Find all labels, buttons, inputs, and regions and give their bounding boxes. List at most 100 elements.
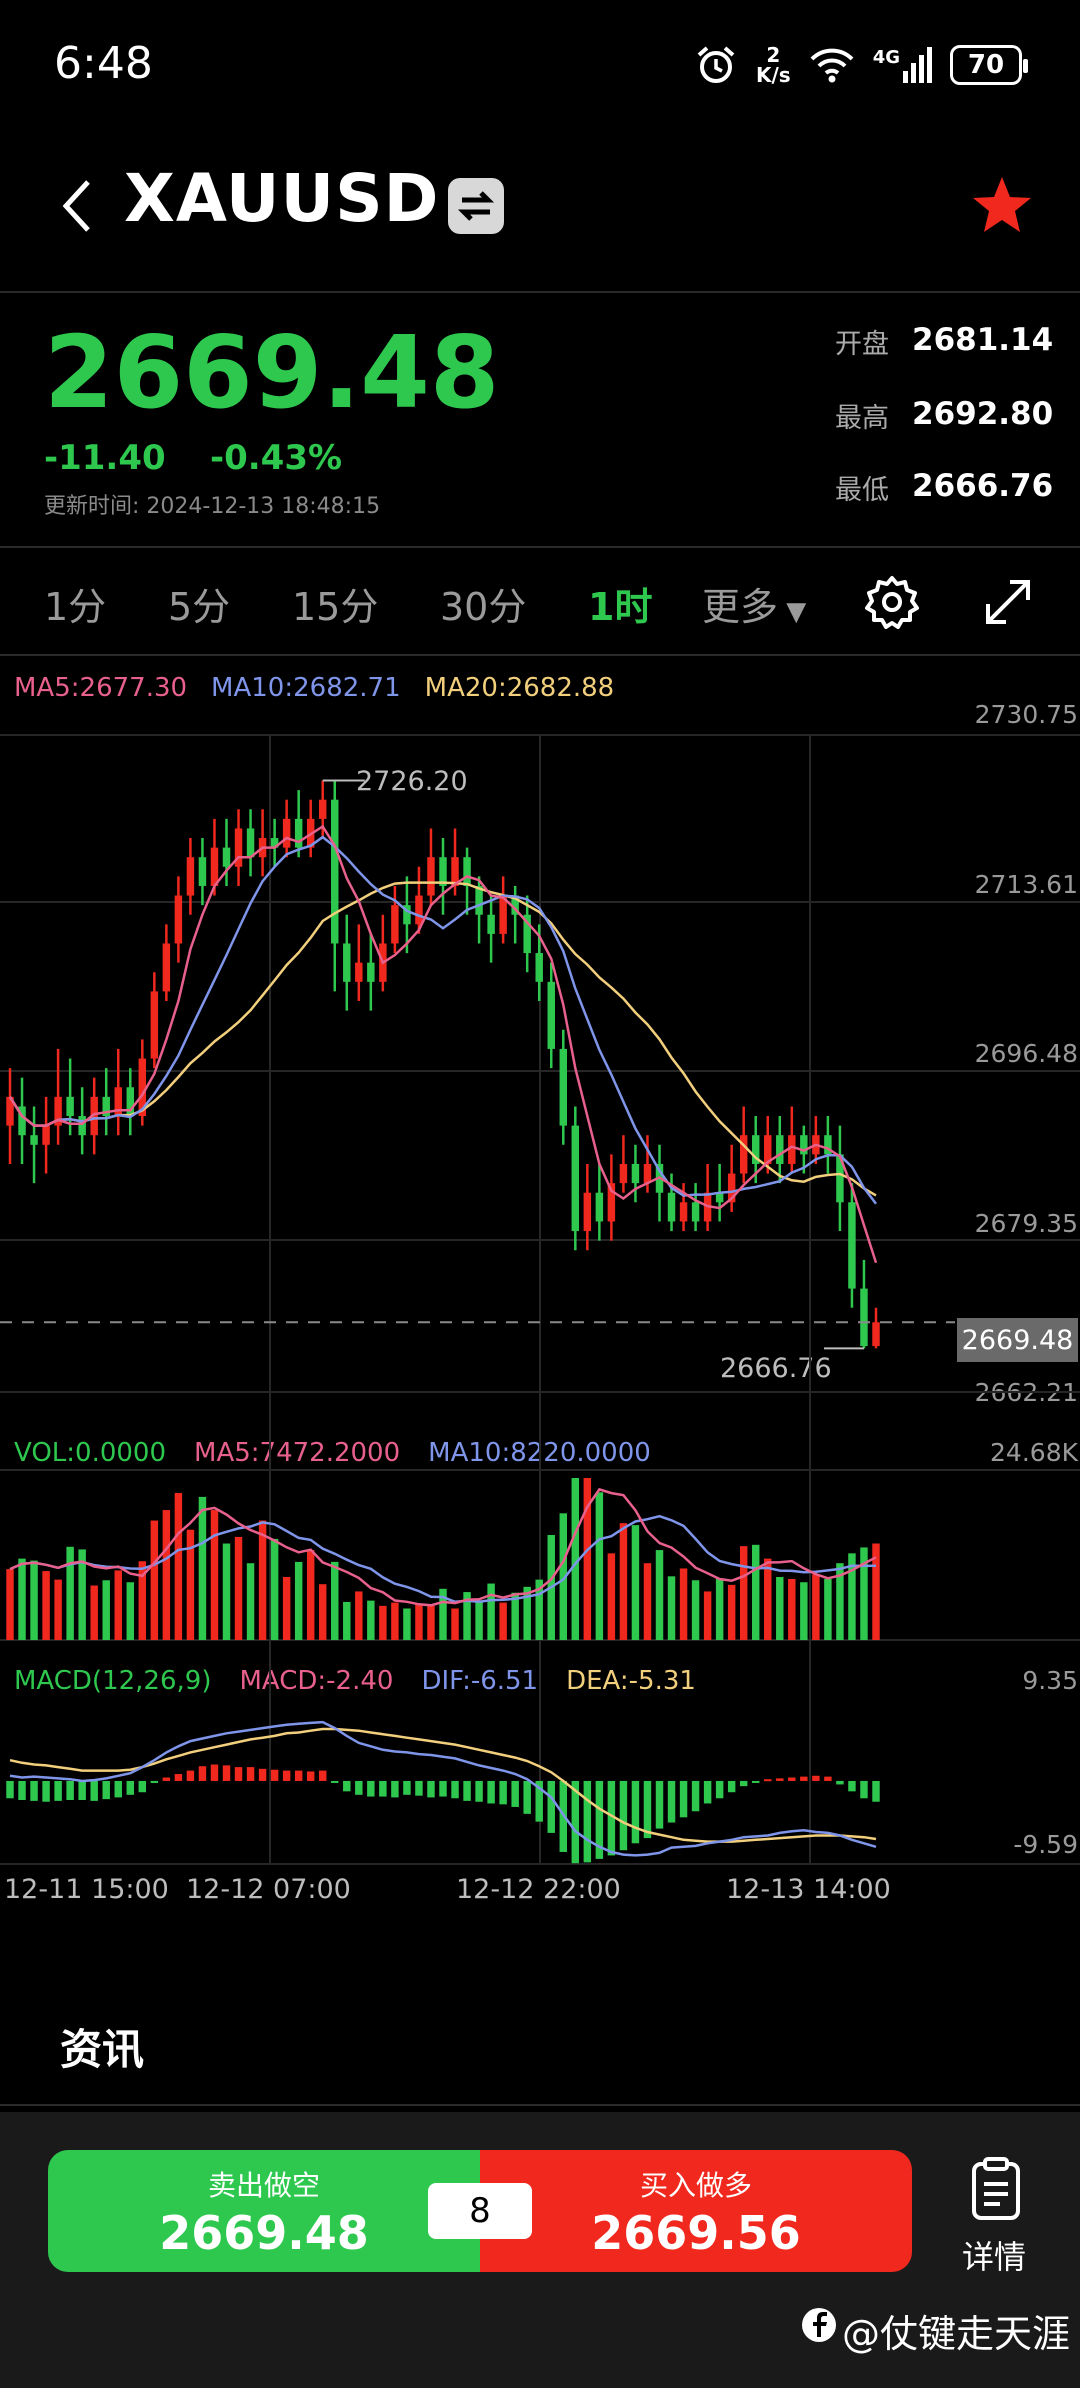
- candle-body: [872, 1322, 880, 1347]
- volume-ma5-line: [9, 1487, 877, 1607]
- candle-body: [30, 1135, 38, 1145]
- volume-bar: [619, 1523, 628, 1640]
- candle-body: [583, 1192, 592, 1232]
- macd-bar: [126, 1780, 135, 1795]
- macd-bar: [270, 1769, 279, 1781]
- candle-body: [667, 1192, 676, 1222]
- candle-body: [186, 857, 195, 896]
- volume-bar: [42, 1571, 50, 1640]
- price-change-percent: -0.43%: [210, 438, 343, 478]
- macd-bar: [318, 1770, 327, 1781]
- candle-body: [499, 895, 507, 934]
- candle-body: [6, 1096, 14, 1126]
- price-change: -11.40: [44, 438, 166, 478]
- status-icons: 2 K/s 4G 70: [694, 40, 1028, 90]
- settings-gear-icon[interactable]: [864, 574, 920, 630]
- price-chart[interactable]: [0, 0, 1080, 1880]
- macd-axis-label: -9.59: [1013, 1830, 1078, 1859]
- macd-bar: [860, 1780, 868, 1799]
- volume-bar: [391, 1602, 399, 1640]
- candle-body: [848, 1202, 856, 1289]
- tab-1min[interactable]: 1分: [44, 585, 107, 629]
- macd-bar: [439, 1780, 447, 1797]
- macd-bar: [234, 1767, 243, 1781]
- macd-bar: [102, 1780, 110, 1800]
- macd-bar: [812, 1775, 820, 1781]
- candle-body: [42, 1125, 50, 1145]
- favorite-star-icon[interactable]: [970, 174, 1034, 238]
- open-value: 2681.14: [912, 322, 1054, 358]
- price-axis-label: 2713.61: [974, 870, 1078, 899]
- volume-bar: [451, 1608, 459, 1640]
- macd-bar: [42, 1780, 50, 1802]
- volume-bar: [270, 1538, 279, 1640]
- divider: [0, 654, 1080, 656]
- candle-body: [764, 1135, 772, 1164]
- volume-bar: [511, 1592, 519, 1640]
- macd-bar: [667, 1780, 676, 1823]
- volume-bar: [751, 1544, 760, 1640]
- candle-body: [631, 1163, 640, 1184]
- switch-symbol-icon[interactable]: [446, 176, 506, 236]
- volume-bar: [487, 1583, 495, 1640]
- volume-bar: [583, 1478, 592, 1640]
- macd-bar: [90, 1780, 98, 1801]
- tab-1hour[interactable]: 1时: [588, 585, 653, 629]
- sell-short-button[interactable]: 卖出做空 2669.48: [48, 2150, 480, 2272]
- volume-bar: [800, 1582, 808, 1640]
- macd-bar: [751, 1780, 760, 1783]
- details-label[interactable]: 详情: [962, 2238, 1027, 2276]
- ma20-line: [8, 881, 877, 1197]
- details-clipboard-icon[interactable]: [970, 2156, 1022, 2222]
- buy-long-button[interactable]: 买入做多 2669.56: [480, 2150, 912, 2272]
- fullscreen-expand-icon[interactable]: [980, 574, 1036, 630]
- candle-body: [367, 962, 375, 982]
- volume-bar: [788, 1578, 796, 1640]
- macd-bar: [343, 1780, 351, 1792]
- volume-bar: [691, 1580, 700, 1640]
- vol-legend: VOL:0.0000: [14, 1438, 167, 1468]
- macd-params-legend: MACD(12,26,9): [14, 1666, 212, 1696]
- macd-bar: [824, 1776, 832, 1781]
- volume-bar: [222, 1543, 231, 1640]
- volume-bar: [475, 1601, 483, 1640]
- tab-more[interactable]: 更多 ▼: [702, 585, 807, 629]
- ma5-line: [8, 824, 878, 1264]
- candle-body: [427, 857, 435, 896]
- high-value: 2692.80: [912, 396, 1054, 432]
- back-icon[interactable]: [56, 176, 96, 236]
- macd-bar: [367, 1780, 375, 1797]
- candle-body: [751, 1135, 760, 1164]
- candle-body: [126, 1087, 135, 1117]
- cell-signal-icon: 4G: [873, 47, 932, 83]
- high-marker-label: 2726.20: [356, 766, 468, 797]
- candle-body: [222, 847, 231, 867]
- macd-bar: [415, 1780, 423, 1796]
- low-label: 最低: [835, 475, 889, 506]
- macd-bar: [78, 1780, 86, 1801]
- macd-legend: MACD(12,26,9) MACD:-2.40 DIF:-6.51 DEA:-…: [14, 1666, 696, 1696]
- macd-bar: [487, 1780, 495, 1804]
- volume-bar: [643, 1563, 652, 1640]
- sell-label: 卖出做空: [207, 2169, 320, 2202]
- macd-bar: [607, 1780, 616, 1856]
- candle-body: [415, 895, 423, 925]
- macd-bar: [727, 1780, 736, 1793]
- macd-bar: [872, 1780, 880, 1802]
- candle-body: [776, 1135, 784, 1164]
- tab-5min[interactable]: 5分: [168, 585, 231, 629]
- news-section-title[interactable]: 资讯: [60, 2025, 145, 2074]
- candle-body: [78, 1116, 86, 1136]
- volume-bar: [812, 1574, 820, 1640]
- volume-bar: [210, 1510, 219, 1640]
- time-axis-label: 12-12 22:00: [456, 1874, 621, 1905]
- time-axis-label: 12-11 15:00: [4, 1874, 169, 1905]
- low-value: 2666.76: [912, 468, 1054, 504]
- candle-body: [619, 1163, 628, 1184]
- volume-bar: [6, 1569, 14, 1640]
- tab-15min[interactable]: 15分: [292, 585, 379, 629]
- tab-30min[interactable]: 30分: [440, 585, 527, 629]
- macd-axis-label: 9.35: [1022, 1666, 1078, 1695]
- macd-bar: [776, 1778, 784, 1781]
- candle-body: [102, 1096, 110, 1117]
